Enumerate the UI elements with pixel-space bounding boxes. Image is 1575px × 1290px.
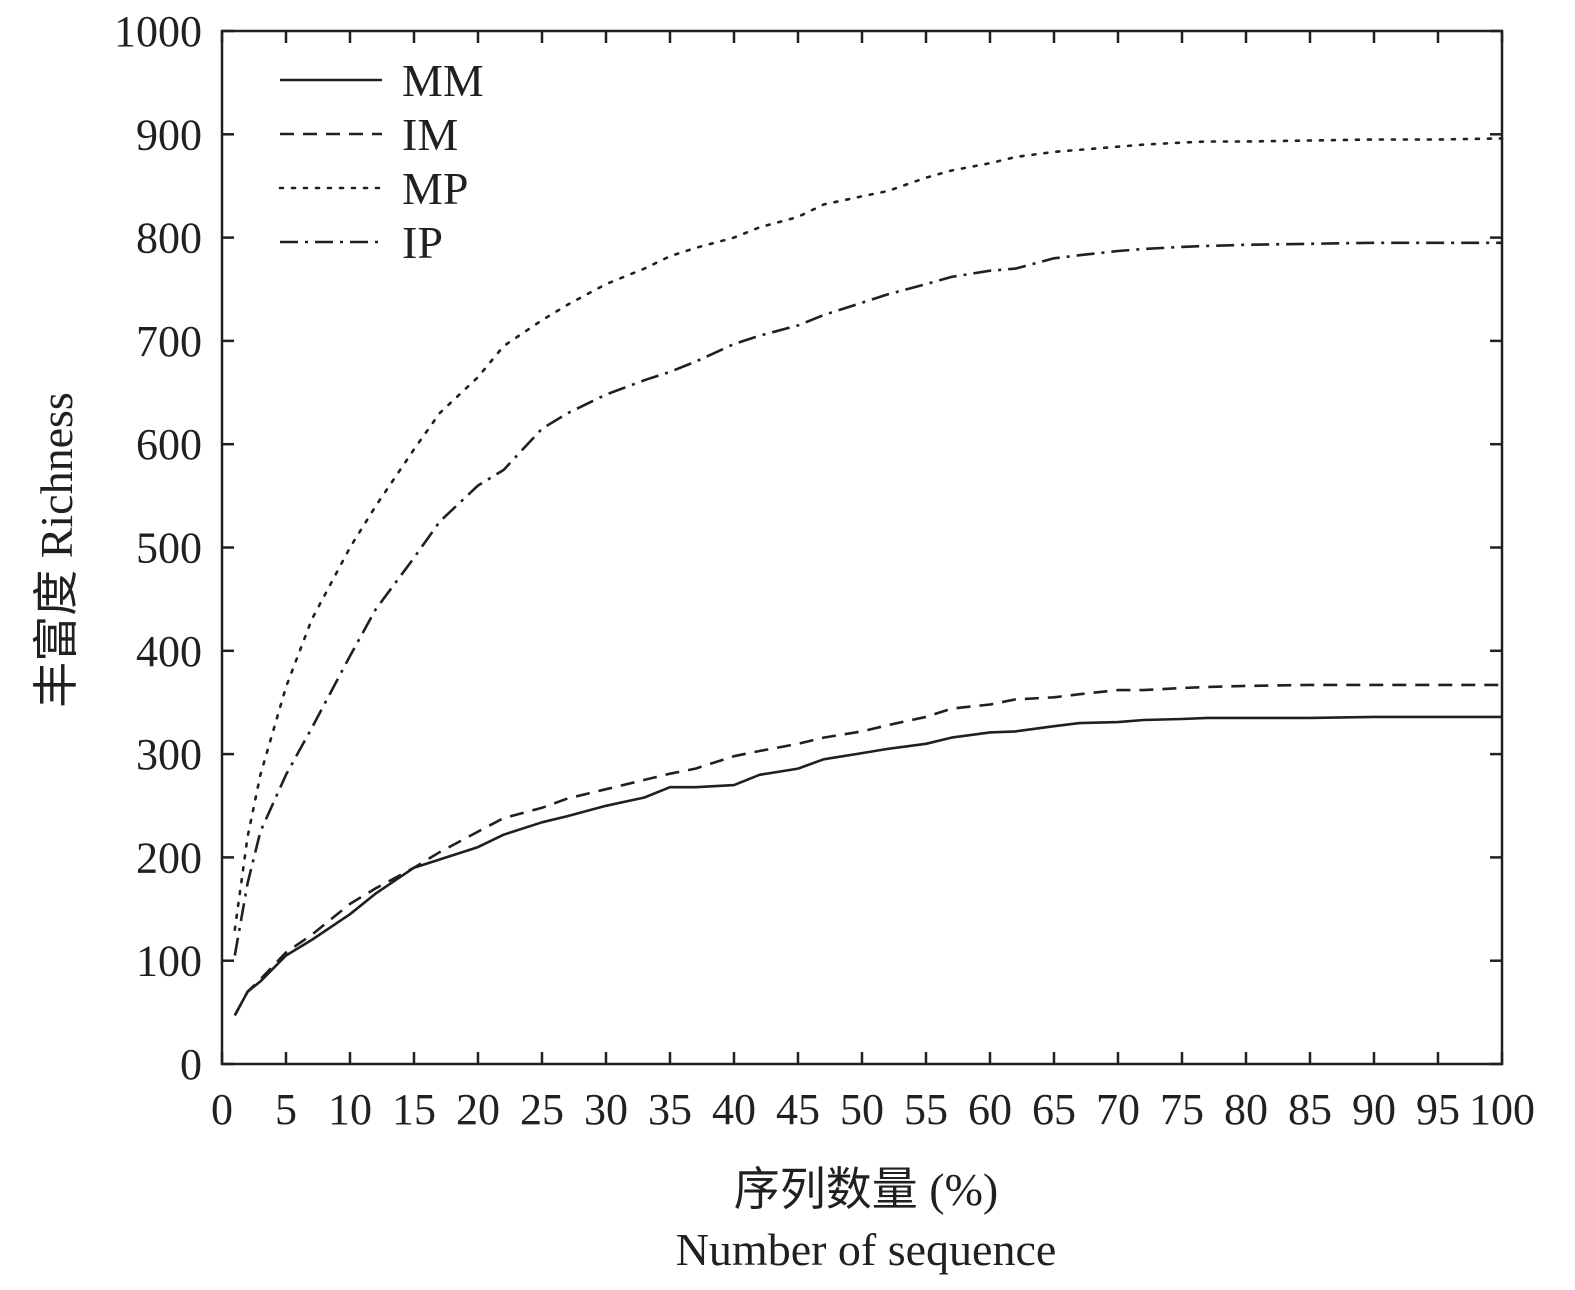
legend-label-ip: IP: [402, 217, 443, 268]
x-tick-label: 95: [1416, 1085, 1460, 1134]
x-tick-label: 30: [584, 1085, 628, 1134]
y-tick-label: 0: [180, 1040, 202, 1089]
legend-label-mm: MM: [402, 55, 484, 106]
y-tick-label: 800: [136, 214, 202, 263]
series-line-ip: [233, 241, 1502, 956]
legend-label-im: IM: [402, 109, 458, 160]
x-tick-label: 85: [1288, 1085, 1332, 1134]
y-axis-ticks: 0 100 200 300 400 500 600 700 800 900 1000: [114, 7, 1502, 1089]
x-tick-label: 0: [211, 1085, 233, 1134]
y-tick-label: 400: [136, 627, 202, 676]
y-tick-label: 300: [136, 730, 202, 779]
series-lines: [233, 137, 1504, 1017]
y-tick-label: 700: [136, 317, 202, 366]
x-tick-label: 45: [776, 1085, 820, 1134]
series-line-im: [233, 683, 1502, 1017]
x-tick-label: 75: [1160, 1085, 1204, 1134]
x-tick-label: 55: [904, 1085, 948, 1134]
x-tick-label: 35: [648, 1085, 692, 1134]
series-line-mm: [233, 715, 1502, 1017]
x-tick-label: 40: [712, 1085, 756, 1134]
y-axis-label: 丰富度 Richness: [31, 392, 82, 708]
x-tick-label: 100: [1469, 1085, 1535, 1134]
x-tick-label: 60: [968, 1085, 1012, 1134]
y-tick-label: 1000: [114, 7, 202, 56]
x-tick-label: 20: [456, 1085, 500, 1134]
y-tick-label: 600: [136, 420, 202, 469]
x-tick-label: 50: [840, 1085, 884, 1134]
y-tick-label: 200: [136, 833, 202, 882]
y-tick-label: 100: [136, 937, 202, 986]
x-tick-label: 5: [275, 1085, 297, 1134]
x-tick-label: 10: [328, 1085, 372, 1134]
x-tick-label: 70: [1096, 1085, 1140, 1134]
y-tick-label: 900: [136, 110, 202, 159]
x-tick-label: 15: [392, 1085, 436, 1134]
x-axis-label-en: Number of sequence: [676, 1224, 1057, 1275]
x-tick-label: 80: [1224, 1085, 1268, 1134]
x-axis-label-cn: 序列数量 (%): [734, 1164, 998, 1215]
x-axis-ticks: 0 5 10 15 20 25 30 35 40 45 50 55 60 65 70 75 80 85 90 95 10…: [211, 31, 1535, 1134]
y-tick-label: 500: [136, 524, 202, 573]
x-tick-label: 65: [1032, 1085, 1076, 1134]
legend-label-mp: MP: [402, 163, 468, 214]
series-line-mp: [233, 137, 1504, 932]
x-tick-label: 90: [1352, 1085, 1396, 1134]
x-tick-label: 25: [520, 1085, 564, 1134]
